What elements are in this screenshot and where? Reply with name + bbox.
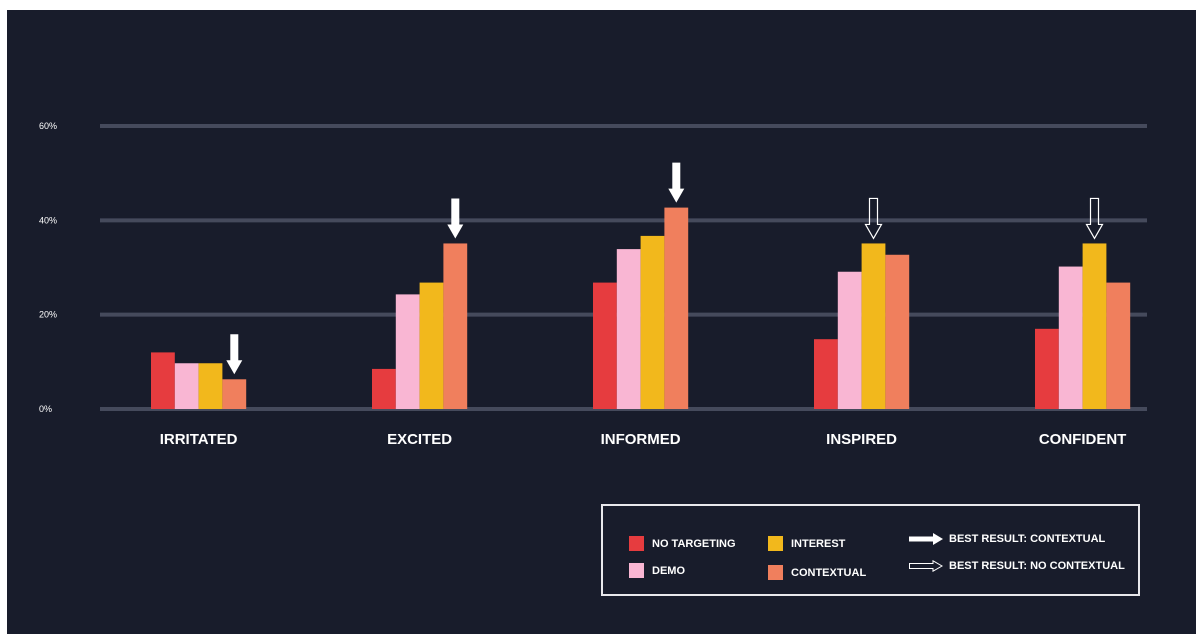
category-label: IRRITATED xyxy=(160,431,238,448)
bar-no-targeting xyxy=(372,368,396,409)
x-axis-categories: IRRITATED EXCITED INFORMED INSPIRED CONFIDEN… xyxy=(160,431,1127,448)
legend-item-demo: DEMO xyxy=(629,563,685,578)
y-axis-ticks: 0% 20% 40% 60% xyxy=(39,121,57,414)
y-tick-label: 40% xyxy=(39,215,57,225)
bar-demo xyxy=(837,271,862,409)
bar-interest xyxy=(419,282,444,409)
filled-down-arrow-icon xyxy=(226,334,243,375)
outline-down-arrow-icon xyxy=(864,197,883,240)
outline-down-arrow-icon xyxy=(1085,197,1104,240)
bar-interest xyxy=(1082,243,1107,409)
bar-interest xyxy=(861,243,886,409)
outline-arrow-icon xyxy=(909,560,943,572)
legend-item-best-contextual: BEST RESULT: CONTEXTUAL xyxy=(909,533,1105,545)
bar-interest xyxy=(640,235,665,409)
category-label: EXCITED xyxy=(387,431,452,448)
bar-no-targeting xyxy=(814,339,838,409)
y-tick-label: 20% xyxy=(39,310,57,320)
legend-label: DEMO xyxy=(652,564,685,577)
best-result-arrows xyxy=(226,162,1104,375)
bar-no-targeting xyxy=(593,282,617,409)
y-tick-label: 0% xyxy=(39,404,52,414)
legend-label: INTEREST xyxy=(791,537,846,550)
legend-label: CONTEXTUAL xyxy=(791,566,867,579)
legend-item-contextual: CONTEXTUAL xyxy=(768,565,866,580)
bar-contextual xyxy=(885,254,910,409)
legend-label: NO TARGETING xyxy=(652,537,736,550)
legend-label: BEST RESULT: CONTEXTUAL xyxy=(949,533,1106,545)
legend-label: BEST RESULT: NO CONTEXTUAL xyxy=(949,560,1125,572)
legend-swatch xyxy=(768,536,783,551)
bar-demo xyxy=(395,294,420,409)
bar-contextual xyxy=(222,379,247,409)
bar-interest xyxy=(198,363,223,409)
bar-contextual xyxy=(664,207,689,409)
legend-swatch xyxy=(629,563,644,578)
bar-demo xyxy=(174,363,199,409)
legend-swatch xyxy=(629,536,644,551)
category-label: CONFIDENT xyxy=(1039,431,1127,448)
legend-item-interest: INTEREST xyxy=(768,536,845,551)
bar-no-targeting xyxy=(151,352,175,409)
bar-contextual xyxy=(1106,282,1131,409)
legend-item-best-no-contextual: BEST RESULT: NO CONTEXTUAL xyxy=(909,560,1125,572)
bar-contextual xyxy=(443,243,468,409)
category-label: INSPIRED xyxy=(826,431,897,448)
bar-demo xyxy=(616,249,641,409)
chart-panel: 0% 20% 40% 60% IRRITATED EXCITED INFORMED INSP… xyxy=(7,10,1196,634)
legend-item-no-targeting: NO TARGETING xyxy=(629,536,736,551)
bars xyxy=(151,207,1131,409)
legend: NO TARGETING DEMO INTEREST CONTEXTUAL BE… xyxy=(601,504,1140,596)
y-tick-label: 60% xyxy=(39,121,57,131)
legend-swatch xyxy=(768,565,783,580)
filled-down-arrow-icon xyxy=(668,162,685,203)
filled-down-arrow-icon xyxy=(447,198,464,239)
category-label: INFORMED xyxy=(601,431,681,448)
bar-demo xyxy=(1058,266,1083,409)
bar-chart: 0% 20% 40% 60% IRRITATED EXCITED INFORMED INSP… xyxy=(39,121,1147,448)
filled-arrow-icon xyxy=(909,533,943,545)
bar-no-targeting xyxy=(1035,328,1059,409)
